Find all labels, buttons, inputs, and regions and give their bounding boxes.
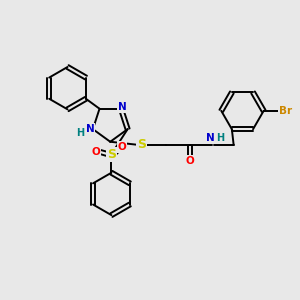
Text: S: S [107,148,116,161]
Text: O: O [117,142,126,152]
Text: N: N [118,102,127,112]
Text: H: H [76,128,85,138]
Text: N: N [206,133,214,143]
Text: H: H [216,133,224,143]
Text: Br: Br [279,106,292,116]
Text: N: N [85,124,94,134]
Text: S: S [137,138,146,151]
Text: O: O [92,147,100,157]
Text: O: O [186,156,195,166]
